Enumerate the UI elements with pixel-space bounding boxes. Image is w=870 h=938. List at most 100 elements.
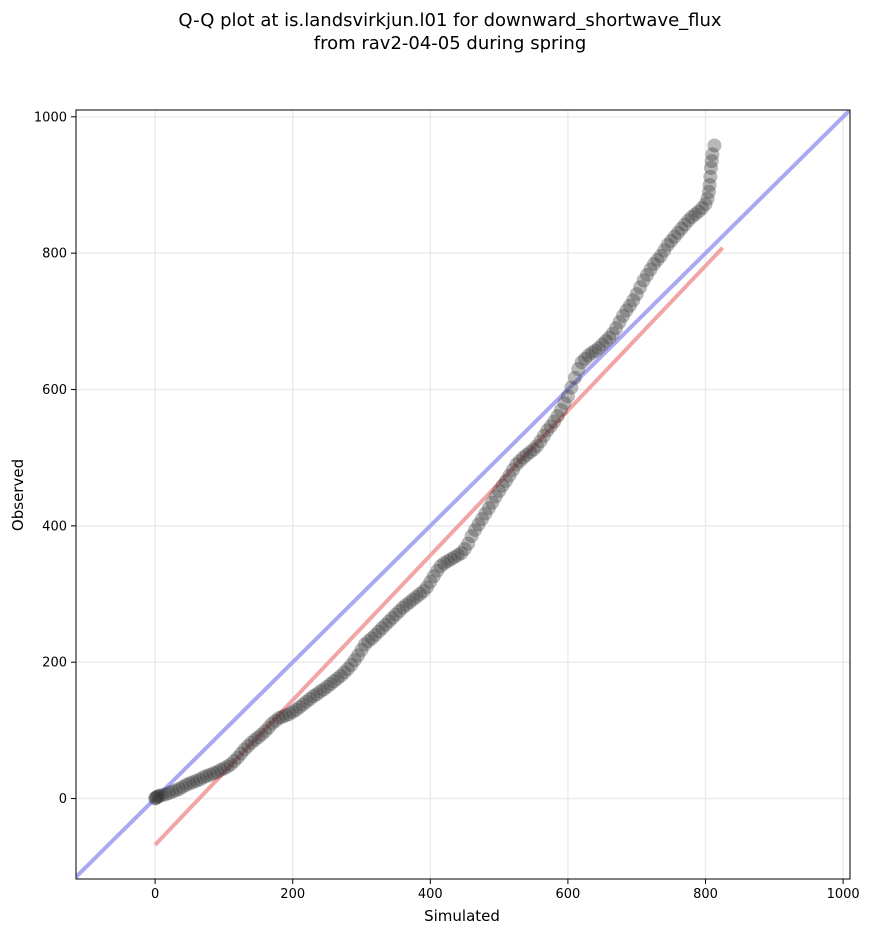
qq-point — [691, 204, 706, 219]
qq-point — [150, 789, 165, 804]
plot-frame — [75, 109, 851, 880]
data-points — [148, 138, 722, 806]
qq-point — [268, 713, 283, 728]
x-axis-ticks: 0 200 400 600 800 1000 — [151, 879, 860, 902]
qq-point — [323, 677, 338, 692]
qq-point — [703, 169, 718, 184]
qq-point — [179, 777, 194, 792]
qq-point — [149, 790, 164, 805]
qq-point — [251, 730, 266, 745]
qq-point — [426, 569, 441, 584]
qq-point — [667, 229, 682, 244]
qq-point — [148, 791, 163, 806]
qq-point — [440, 554, 455, 569]
qq-point — [512, 454, 527, 469]
qq-point — [203, 767, 218, 782]
y-tick-label: 400 — [42, 519, 67, 534]
qq-point — [640, 267, 655, 282]
qq-point — [185, 775, 200, 790]
qq-point — [581, 348, 596, 363]
qq-point — [540, 423, 555, 438]
qq-point — [516, 450, 531, 465]
qq-point — [502, 468, 517, 483]
qq-point — [574, 355, 589, 370]
qq-point — [585, 345, 599, 360]
qq-point — [705, 147, 720, 162]
qq-point — [695, 201, 710, 216]
qq-point — [684, 210, 699, 225]
qq-point — [564, 380, 579, 395]
qq-point — [364, 631, 379, 646]
qq-point — [664, 233, 679, 248]
qq-point — [536, 428, 551, 443]
chart-title: Q-Q plot at is.landsvirkjun.l01 for down… — [178, 10, 722, 31]
qq-point — [605, 326, 620, 341]
x-tick-label: 600 — [556, 887, 581, 902]
qq-point — [316, 682, 331, 697]
qq-point — [646, 257, 661, 272]
qq-point — [450, 548, 465, 563]
qq-point — [189, 773, 204, 788]
qq-point — [230, 750, 245, 765]
qq-point — [447, 550, 462, 565]
qq-point — [529, 439, 544, 454]
x-tick-label: 1000 — [827, 887, 860, 902]
qq-point — [657, 243, 672, 258]
qq-point — [385, 610, 400, 625]
qq-point — [643, 262, 658, 277]
qq-point — [152, 788, 167, 803]
qq-point — [433, 559, 448, 574]
qq-point — [351, 648, 366, 663]
qq-point — [357, 637, 372, 652]
qq-point — [172, 782, 187, 797]
qq-point — [588, 343, 603, 358]
qq-point — [227, 754, 242, 769]
qq-point — [254, 727, 269, 742]
qq-point — [567, 370, 582, 385]
qq-point — [702, 177, 717, 192]
qq-point — [409, 589, 424, 604]
qq-point — [464, 529, 479, 544]
identity-line — [76, 110, 850, 879]
qq-point — [430, 563, 445, 578]
qq-point — [707, 138, 722, 153]
qq-point — [468, 522, 483, 537]
y-tick-label: 0 — [59, 792, 67, 807]
qq-point — [700, 191, 715, 206]
qq-point — [681, 213, 696, 228]
qq-point — [368, 627, 383, 642]
qq-point — [289, 702, 304, 717]
qq-point — [158, 787, 173, 802]
qq-point — [650, 252, 665, 267]
qq-point — [165, 784, 180, 799]
qq-point — [481, 501, 496, 516]
qq-point — [677, 217, 692, 232]
qq-point — [306, 689, 321, 704]
y-axis-ticks: 0 200 400 600 800 1000 — [34, 110, 76, 807]
chart-subtitle: from rav2-04-05 during spring — [314, 33, 587, 54]
qq-point — [615, 308, 630, 323]
qq-point — [488, 489, 503, 504]
qq-point — [636, 273, 651, 288]
qq-point — [704, 160, 719, 175]
qq-point — [547, 414, 562, 429]
x-tick-label: 0 — [151, 887, 159, 902]
qq-point — [419, 580, 434, 595]
x-axis-label: Simulated — [424, 907, 500, 925]
qq-point — [602, 330, 617, 345]
qq-point — [155, 788, 169, 803]
qq-point — [382, 614, 397, 629]
qq-point — [499, 473, 513, 488]
qq-point — [241, 739, 255, 754]
qq-point — [591, 340, 606, 355]
qq-point — [223, 757, 238, 772]
qq-point — [292, 700, 307, 715]
qq-point — [505, 462, 520, 477]
qq-point — [258, 724, 273, 739]
qq-point — [443, 552, 458, 567]
qq-point — [344, 657, 359, 672]
qq-point — [660, 237, 675, 252]
qq-point — [478, 506, 493, 521]
qq-point — [578, 351, 593, 366]
